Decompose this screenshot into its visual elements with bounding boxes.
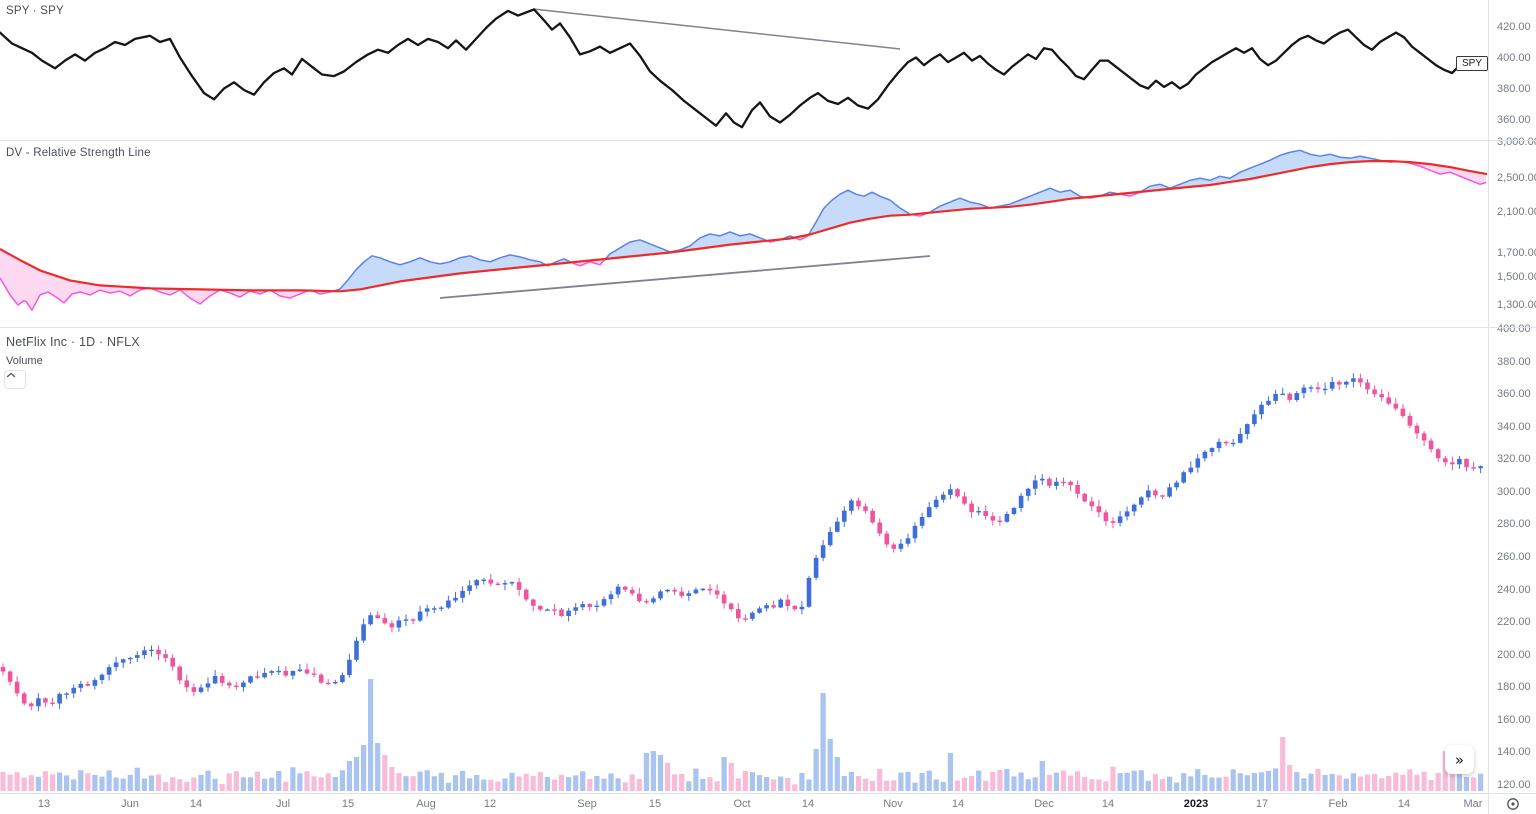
price-tick-label: 400.00 (1497, 52, 1531, 64)
price-tick-label: 320.00 (1497, 453, 1531, 466)
price-tick-label: 120.00 (1497, 779, 1531, 791)
spy-price-label: SPY (1456, 56, 1489, 71)
price-tick-label: 360.00 (1497, 388, 1531, 401)
time-tick-label: 14 (1397, 798, 1411, 810)
collapse-indicator-button[interactable] (4, 370, 26, 389)
price-axis-separator (1488, 0, 1489, 814)
time-tick-label: Mar (1463, 798, 1483, 810)
price-tick-label: 300.00 (1497, 485, 1531, 498)
time-tick-label: 2023 (1183, 798, 1209, 810)
time-tick-label: Oct (733, 798, 751, 810)
price-tick-label: 2,100.00 (1497, 205, 1536, 218)
double-chevron-right-icon: » (1454, 750, 1465, 769)
time-tick-label: 14 (189, 798, 203, 810)
time-axis-separator (0, 793, 1536, 794)
scroll-to-recent-button[interactable]: » (1445, 745, 1474, 774)
price-tick-label: 1,300.00 (1497, 299, 1536, 312)
price-tick-label: 160.00 (1497, 713, 1531, 726)
time-tick-label: Dec (1034, 798, 1054, 810)
time-tick-label: Sep (577, 798, 597, 810)
price-tick-label: 180.00 (1497, 681, 1531, 694)
price-tick-label: 360.00 (1497, 114, 1531, 126)
price-tick-label: 280.00 (1497, 518, 1531, 531)
time-axis-settings-button[interactable] (1504, 795, 1522, 813)
price-tick-label: 340.00 (1497, 420, 1531, 433)
nflx-candlestick-chart[interactable] (0, 328, 1488, 793)
circle-dot-icon (1506, 797, 1520, 811)
time-tick-label: Aug (416, 798, 436, 810)
pane-separator-1[interactable] (0, 140, 1536, 141)
price-tick-label: 260.00 (1497, 551, 1531, 563)
time-tick-label: 12 (483, 798, 497, 810)
price-tick-label: 1,500.00 (1497, 271, 1536, 284)
time-tick-label: Feb (1328, 798, 1348, 810)
pane-title-spy: SPY · SPY (6, 5, 64, 17)
relative-strength-pane: DV - Relative Strength Line (0, 141, 1488, 327)
time-tick-label: 14 (951, 798, 965, 810)
price-tick-label: 380.00 (1497, 83, 1531, 95)
time-tick-label: 17 (1255, 798, 1269, 810)
time-tick-label: Nov (883, 798, 903, 810)
price-tick-label: 420.00 (1497, 21, 1531, 33)
time-tick-label: 15 (648, 798, 662, 810)
time-tick-label: 14 (1101, 798, 1115, 810)
spy-pane: SPY · SPY SPY (0, 0, 1489, 140)
price-tick-label: 400.00 (1497, 323, 1531, 335)
nflx-pane: NetFlix Inc · 1D · NFLX Volume » (0, 328, 1488, 793)
time-tick-label: Jul (275, 798, 291, 810)
price-tick-label: 240.00 (1497, 583, 1531, 596)
price-tick-label: 1,700.00 (1497, 246, 1536, 259)
price-tick-label: 220.00 (1497, 616, 1531, 629)
price-axis[interactable]: 420.00 400.00 380.00 360.00 3,000.00 2,500.00… (1489, 0, 1536, 794)
time-tick-label: 13 (37, 798, 51, 810)
price-tick-label: 140.00 (1497, 746, 1531, 759)
pane-separator-2[interactable] (0, 327, 1536, 328)
price-tick-label: 200.00 (1497, 648, 1531, 661)
pane-title-relative-strength: DV - Relative Strength Line (6, 147, 151, 159)
time-axis[interactable]: 13 Jun 14 Jul 15 Aug 12 Sep 15 Oct 14 Nov 14 Dec 14 202… (0, 794, 1536, 814)
price-tick-label: 3,000.00 (1497, 136, 1536, 148)
price-tick-label: 2,500.00 (1497, 171, 1536, 184)
spy-line-chart[interactable] (0, 0, 1488, 140)
price-tick-label: 380.00 (1497, 355, 1531, 368)
time-tick-label: 14 (801, 798, 815, 810)
pane-title-nflx: NetFlix Inc · 1D · NFLX (6, 335, 140, 349)
volume-indicator-label: Volume (6, 355, 43, 367)
time-tick-label: Jun (121, 798, 139, 810)
relative-strength-chart[interactable] (0, 141, 1488, 327)
time-tick-label: 15 (341, 798, 355, 810)
